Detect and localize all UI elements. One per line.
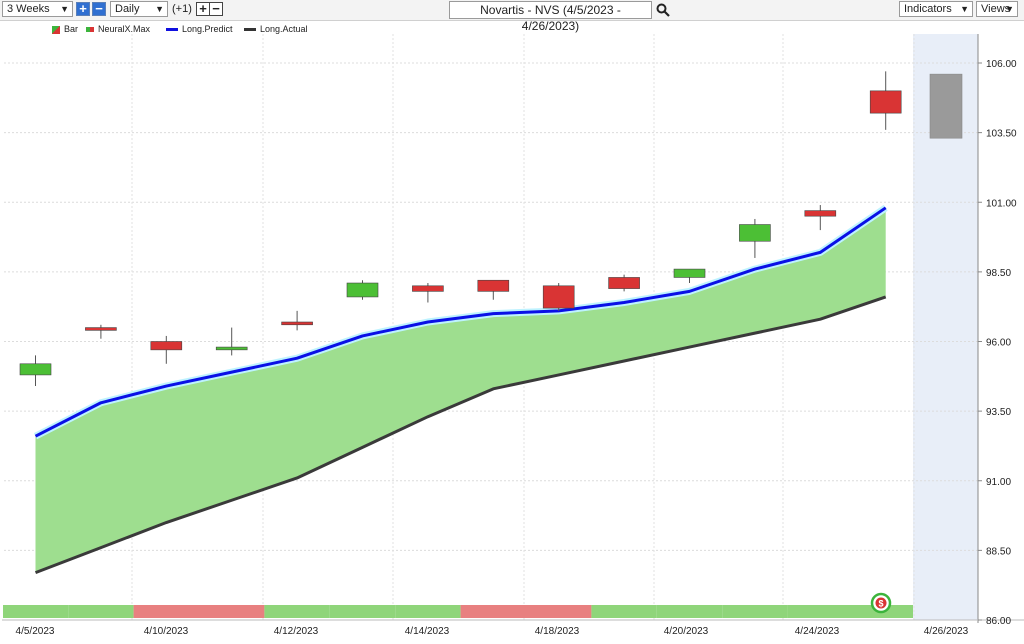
- series-line-long-predict: [34, 206, 887, 438]
- signal-strip-segment: [722, 605, 788, 618]
- x-tick-label: 4/26/2023: [924, 626, 969, 637]
- x-tick-label: 4/20/2023: [664, 626, 709, 637]
- signal-strip-segment: [591, 605, 657, 618]
- y-tick-label: 91.00: [986, 477, 1011, 488]
- legend-label: NeuralX.Max: [98, 24, 151, 34]
- period-select[interactable]: 3 Weeks ▼: [2, 1, 73, 17]
- symbol-title-field[interactable]: Novartis - NVS (4/5/2023 - 4/26/2023): [449, 1, 652, 33]
- y-tick-label: 93.50: [986, 407, 1011, 418]
- candle-body: [85, 327, 117, 331]
- legend-bar: Bar: [52, 24, 78, 34]
- candle-body: [608, 277, 640, 289]
- candle-body: [19, 363, 52, 376]
- candle-body: [346, 282, 379, 298]
- neuralx-swatch-icon: [86, 27, 94, 33]
- plus-icon: +: [79, 1, 87, 16]
- views-button[interactable]: Views ▼: [976, 1, 1018, 17]
- candle-body: [673, 268, 706, 278]
- interval-select[interactable]: Daily ▼: [110, 1, 168, 17]
- candle-body: [739, 224, 771, 242]
- page-title: Novartis - NVS (4/5/2023 - 4/26/2023): [480, 3, 621, 33]
- signal-strip-segment: [3, 605, 69, 618]
- x-tick-label: 4/24/2023: [795, 626, 840, 637]
- x-tick-label: 4/18/2023: [535, 626, 580, 637]
- candle-body: [869, 90, 902, 114]
- candle-body: [477, 279, 510, 292]
- predict-swatch-icon: [166, 28, 178, 32]
- signal-strip-segment: [264, 605, 330, 618]
- x-tick-label: 4/12/2023: [274, 626, 319, 637]
- signal-strip-segment: [329, 605, 396, 618]
- toolbar: 3 Weeks ▼ + − Daily ▼ (+1) + − Novartis …: [0, 0, 1024, 33]
- offset-label: (+1): [172, 3, 192, 15]
- candle-body: [215, 346, 248, 351]
- plus-icon: +: [199, 1, 207, 16]
- series-line-long-actual: [34, 295, 887, 575]
- minus-icon: −: [95, 1, 103, 16]
- indicators-label: Indicators: [904, 3, 952, 15]
- offset-minus-button[interactable]: −: [209, 2, 223, 16]
- dollar-badge-icon: $: [878, 599, 883, 609]
- predict-actual-band: [35, 207, 886, 573]
- y-tick-label: 88.50: [986, 546, 1011, 557]
- candle-body: [542, 285, 575, 309]
- y-tick-label: 101.00: [986, 198, 1017, 209]
- chevron-down-icon: ▼: [960, 4, 969, 14]
- candle-body: [281, 321, 313, 326]
- y-tick-label: 98.50: [986, 268, 1011, 279]
- candle-body: [150, 341, 183, 351]
- dollar-badge-icon: [875, 597, 887, 609]
- y-tick-label: 96.00: [986, 338, 1011, 349]
- search-icon[interactable]: [656, 3, 670, 17]
- chevron-down-icon: ▼: [60, 4, 69, 14]
- signal-strip-segment: [199, 605, 265, 618]
- y-tick-label: 106.00: [986, 59, 1017, 70]
- actual-swatch-icon: [244, 28, 256, 32]
- zoom-in-button[interactable]: +: [76, 2, 90, 16]
- legend-long-actual: Long.Actual: [244, 24, 308, 34]
- y-tick-label: 103.50: [986, 129, 1017, 140]
- candle-body: [412, 285, 444, 292]
- signal-strip-segment: [68, 605, 134, 618]
- views-label: Views: [981, 3, 1011, 15]
- legend-label: Long.Actual: [260, 24, 308, 34]
- signal-strip-segment: [526, 605, 592, 618]
- legend-neuralx: NeuralX.Max: [86, 24, 150, 34]
- x-tick-label: 4/10/2023: [144, 626, 189, 637]
- signal-strip-segment: [395, 605, 461, 618]
- period-value: 3 Weeks: [7, 3, 50, 15]
- signal-strip-segment: [787, 605, 853, 618]
- y-tick-label: 86.00: [986, 616, 1011, 627]
- interval-value: Daily: [115, 3, 140, 15]
- legend-label: Bar: [64, 24, 79, 34]
- forecast-bar: [929, 73, 963, 139]
- chevron-down-icon: ▼: [1005, 4, 1014, 14]
- bar-swatch-icon: [52, 25, 60, 34]
- chevron-down-icon: ▼: [155, 4, 164, 14]
- x-tick-label: 4/14/2023: [405, 626, 450, 637]
- signal-strip-segment: [656, 605, 723, 618]
- legend-long-predict: Long.Predict: [166, 24, 233, 34]
- signal-strip-segment: [133, 605, 199, 618]
- x-tick-label: 4/5/2023: [16, 626, 55, 637]
- minus-icon: −: [212, 1, 220, 16]
- legend-label: Long.Predict: [182, 24, 233, 34]
- signal-strip-segment: [460, 605, 526, 618]
- indicators-button[interactable]: Indicators ▼: [899, 1, 973, 17]
- candle-body: [804, 210, 837, 217]
- zoom-out-button[interactable]: −: [92, 2, 106, 16]
